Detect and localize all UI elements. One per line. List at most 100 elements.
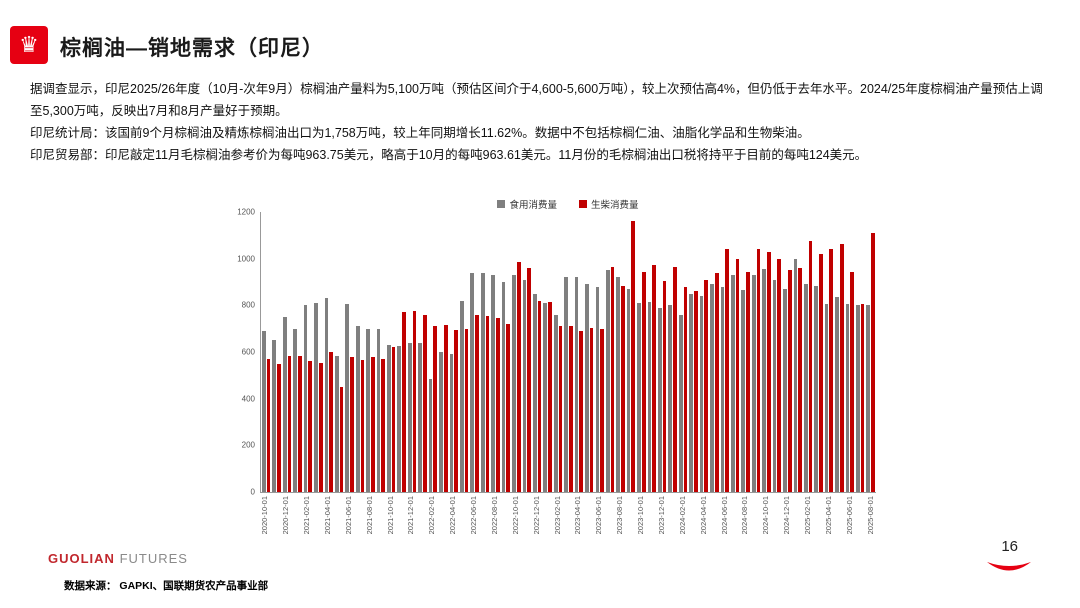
x-axis-tick-label: 2024-10-01 [761, 496, 771, 535]
bar-group [751, 212, 761, 492]
x-axis-tick-label: 2020-12-01 [281, 496, 291, 535]
bar [262, 331, 266, 492]
bar-group [793, 212, 803, 492]
bar [730, 275, 735, 492]
bar [762, 269, 766, 492]
bar-group [522, 212, 532, 492]
bar [856, 305, 860, 492]
bar [683, 286, 688, 492]
bar [720, 286, 725, 492]
bar [297, 355, 302, 492]
bar-group [626, 212, 636, 492]
x-axis-tick-label: 2022-02-01 [427, 496, 437, 535]
x-axis-tick-label: 2025-04-01 [824, 496, 834, 535]
bar [449, 354, 454, 492]
chart-bars [261, 212, 876, 492]
y-axis-tick-label: 200 [241, 440, 255, 450]
bar [543, 303, 548, 492]
x-axis-tick-label: 2021-12-01 [406, 496, 416, 535]
legend-swatch [497, 200, 506, 208]
bar [558, 326, 563, 492]
bar [600, 328, 604, 492]
bar-group [563, 212, 573, 492]
y-axis-tick-label: 1000 [237, 254, 255, 264]
bar [470, 272, 475, 492]
bar-group [824, 212, 834, 492]
summary-text: 据调查显示，印尼2025/26年度（10月-次年9月）棕榈油产量料为5,100万… [30, 78, 1052, 166]
bar [574, 277, 579, 492]
bar-group [636, 212, 646, 492]
bar [829, 249, 834, 492]
bar [658, 307, 662, 492]
bar [652, 264, 657, 492]
brand-logo: GUOLIAN FUTURES [48, 551, 188, 566]
x-axis-tick-label: 2025-08-01 [865, 496, 875, 535]
bar [303, 305, 308, 492]
bar [391, 347, 396, 492]
bar-group [386, 212, 396, 492]
bar [522, 279, 527, 492]
bar [564, 277, 568, 492]
bar [699, 296, 704, 492]
bar-group [438, 212, 448, 492]
bar-group [615, 212, 625, 492]
bar-group [584, 212, 594, 492]
bar [423, 314, 427, 492]
x-axis-tick-label: 2023-08-01 [615, 496, 625, 535]
bar [746, 271, 750, 492]
bar-group [553, 212, 563, 492]
bar [631, 221, 636, 492]
bar-group [542, 212, 552, 492]
bar-group [344, 212, 354, 492]
y-axis-tick-label: 800 [241, 300, 255, 310]
bar-group [845, 212, 855, 492]
bar-group [803, 212, 813, 492]
bar [772, 279, 777, 492]
bar-group [667, 212, 677, 492]
x-axis-tick-label: 2025-02-01 [803, 496, 813, 535]
bar [839, 243, 844, 492]
bar-group [469, 212, 479, 492]
legend-swatch [579, 200, 587, 208]
y-axis-tick-label: 0 [250, 487, 255, 497]
legend-label: 生柴消费量 [591, 200, 639, 211]
bar-group [324, 212, 334, 492]
bar [673, 266, 677, 492]
bar [527, 268, 531, 492]
bar [366, 328, 370, 492]
paragraph-statistics: 印尼统计局：该国前9个月棕榈油及精炼棕榈油出口为1,758万吨，较上年同期增长1… [30, 126, 810, 140]
bar [808, 241, 813, 492]
bar-group [303, 212, 313, 492]
y-axis-tick-label: 600 [241, 347, 255, 357]
bar [621, 285, 625, 492]
bar [689, 293, 693, 492]
x-axis-tick-label: 2022-04-01 [448, 496, 458, 535]
bar-group [574, 212, 584, 492]
bar [798, 268, 802, 492]
bar-group [720, 212, 730, 492]
bar [783, 289, 787, 492]
bar [464, 328, 469, 492]
bar-group [740, 212, 750, 492]
bar-group [490, 212, 500, 492]
bar-group [772, 212, 782, 492]
data-source: 数据来源： GAPKI、国联期货农产品事业部 [64, 580, 269, 592]
bar [579, 331, 584, 492]
bar [610, 266, 615, 492]
x-axis-tick-label: 2022-08-01 [489, 496, 499, 535]
bar [871, 233, 875, 492]
bar [803, 284, 808, 492]
bar [277, 363, 281, 492]
bar-group [855, 212, 865, 492]
bar [439, 352, 443, 492]
bar [318, 362, 323, 492]
bar [714, 272, 719, 492]
bar [704, 279, 709, 492]
bar-group [449, 212, 459, 492]
x-axis-tick-label: 2022-06-01 [469, 496, 479, 535]
bar-group [595, 212, 605, 492]
bar [835, 297, 839, 492]
bar-group [417, 212, 427, 492]
paragraph-production: 据调查显示，印尼2025/26年度（10月-次年9月）棕榈油产量料为5,100万… [30, 82, 1043, 118]
bar [866, 305, 871, 492]
